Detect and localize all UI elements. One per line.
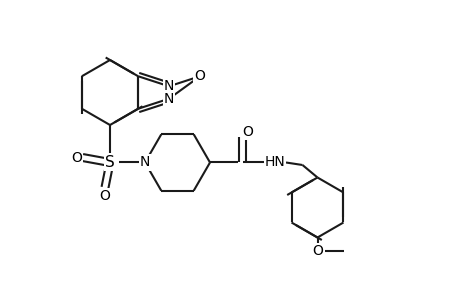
Text: O: O [71, 151, 82, 164]
Text: N: N [163, 79, 174, 93]
Text: O: O [241, 124, 252, 139]
Text: N: N [163, 92, 174, 106]
Text: HN: HN [264, 155, 285, 170]
Text: S: S [105, 155, 115, 170]
Text: O: O [99, 190, 110, 203]
Text: O: O [311, 244, 322, 259]
Text: N: N [140, 155, 150, 170]
Text: O: O [194, 69, 205, 83]
